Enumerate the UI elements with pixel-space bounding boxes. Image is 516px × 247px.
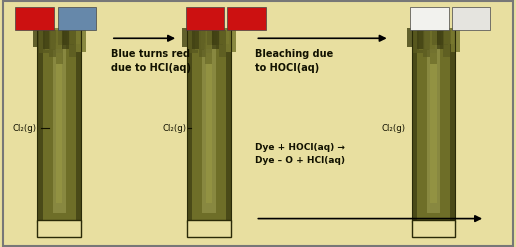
FancyBboxPatch shape xyxy=(427,43,440,213)
FancyBboxPatch shape xyxy=(410,7,449,30)
FancyBboxPatch shape xyxy=(53,43,66,213)
Text: Cl₂(g): Cl₂(g) xyxy=(382,124,406,133)
FancyBboxPatch shape xyxy=(226,28,236,52)
Text: Blue turns red
due to HCl(aq): Blue turns red due to HCl(aq) xyxy=(111,49,191,73)
FancyBboxPatch shape xyxy=(58,7,96,30)
FancyBboxPatch shape xyxy=(70,28,80,44)
FancyBboxPatch shape xyxy=(205,30,213,64)
FancyBboxPatch shape xyxy=(430,53,437,203)
FancyBboxPatch shape xyxy=(43,30,76,222)
FancyBboxPatch shape xyxy=(450,28,460,52)
FancyBboxPatch shape xyxy=(426,28,435,49)
FancyBboxPatch shape xyxy=(188,28,198,53)
FancyBboxPatch shape xyxy=(220,28,230,44)
FancyBboxPatch shape xyxy=(38,30,82,222)
FancyBboxPatch shape xyxy=(39,28,49,53)
FancyBboxPatch shape xyxy=(438,28,448,45)
FancyBboxPatch shape xyxy=(76,28,86,52)
FancyBboxPatch shape xyxy=(419,28,429,50)
FancyBboxPatch shape xyxy=(437,30,444,49)
FancyBboxPatch shape xyxy=(407,28,416,47)
FancyBboxPatch shape xyxy=(219,30,225,57)
FancyBboxPatch shape xyxy=(202,43,216,213)
FancyBboxPatch shape xyxy=(413,28,423,53)
FancyBboxPatch shape xyxy=(187,30,231,222)
FancyBboxPatch shape xyxy=(182,28,192,47)
FancyBboxPatch shape xyxy=(52,28,61,49)
FancyBboxPatch shape xyxy=(192,30,199,49)
FancyBboxPatch shape xyxy=(227,7,266,30)
FancyBboxPatch shape xyxy=(58,28,67,45)
Text: Dye + HOCl(aq) →
Dye – O + HCl(aq): Dye + HOCl(aq) → Dye – O + HCl(aq) xyxy=(255,143,345,165)
FancyBboxPatch shape xyxy=(45,28,55,50)
FancyBboxPatch shape xyxy=(64,28,74,45)
FancyBboxPatch shape xyxy=(206,53,212,203)
FancyBboxPatch shape xyxy=(56,53,62,203)
FancyBboxPatch shape xyxy=(423,30,430,57)
FancyBboxPatch shape xyxy=(412,220,455,237)
FancyBboxPatch shape xyxy=(43,30,50,49)
FancyBboxPatch shape xyxy=(38,220,82,237)
FancyBboxPatch shape xyxy=(417,30,424,49)
Text: Bleaching due
to HOCl(aq): Bleaching due to HOCl(aq) xyxy=(255,49,334,73)
FancyBboxPatch shape xyxy=(187,220,231,237)
FancyBboxPatch shape xyxy=(192,30,225,222)
FancyBboxPatch shape xyxy=(33,28,42,47)
FancyBboxPatch shape xyxy=(62,30,70,49)
FancyBboxPatch shape xyxy=(214,28,223,45)
Text: Cl₂(g): Cl₂(g) xyxy=(13,124,37,133)
FancyBboxPatch shape xyxy=(69,30,76,57)
FancyBboxPatch shape xyxy=(452,7,490,30)
FancyBboxPatch shape xyxy=(201,28,211,49)
FancyBboxPatch shape xyxy=(186,7,224,30)
FancyBboxPatch shape xyxy=(15,7,54,30)
FancyBboxPatch shape xyxy=(195,28,204,50)
FancyBboxPatch shape xyxy=(207,28,217,45)
FancyBboxPatch shape xyxy=(444,28,454,44)
FancyBboxPatch shape xyxy=(49,30,56,57)
FancyBboxPatch shape xyxy=(443,30,450,57)
FancyBboxPatch shape xyxy=(56,30,63,64)
FancyBboxPatch shape xyxy=(412,30,455,222)
FancyBboxPatch shape xyxy=(430,30,437,64)
FancyBboxPatch shape xyxy=(417,30,450,222)
Text: Cl₂(g): Cl₂(g) xyxy=(163,124,187,133)
FancyBboxPatch shape xyxy=(199,30,206,57)
FancyBboxPatch shape xyxy=(212,30,219,49)
FancyBboxPatch shape xyxy=(432,28,441,45)
